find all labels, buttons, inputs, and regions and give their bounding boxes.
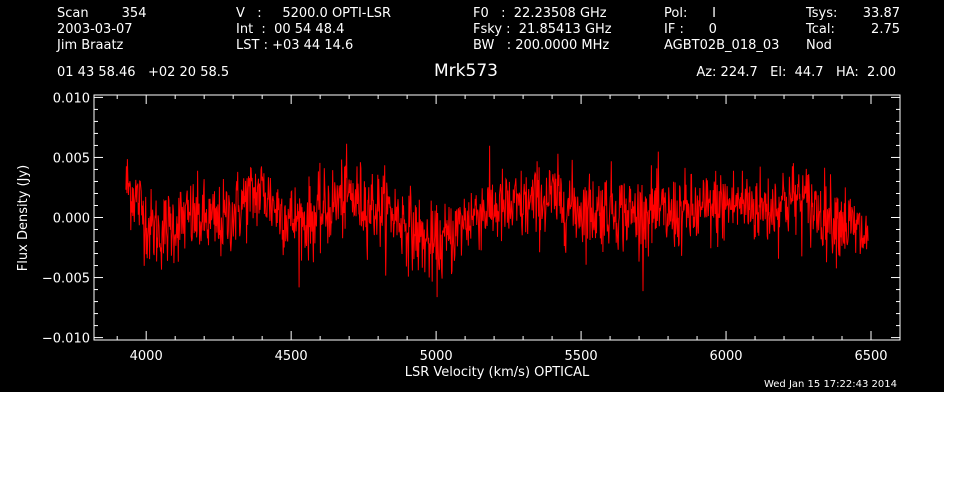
sky-freq-label: Fsky : 21.85413 GHz <box>473 22 612 37</box>
coordinates-label: 01 43 58.46 +02 20 58.5 <box>57 65 230 80</box>
timestamp-label: Wed Jan 15 17:22:43 2014 <box>763 379 897 390</box>
polarization-label: Pol: I <box>664 6 716 21</box>
tcal-label: Tcal: <box>806 22 835 37</box>
x-axis-title: LSR Velocity (km/s) OPTICAL <box>405 365 590 380</box>
y-tick-label: 0.010 <box>53 91 90 106</box>
nod-label: Nod <box>806 38 832 53</box>
date-label: 2003-03-07 <box>57 22 133 37</box>
x-tick-label: 5000 <box>420 349 453 364</box>
int-time-label: Int : 00 54 48.4 <box>236 22 345 37</box>
x-tick-label: 6500 <box>854 349 887 364</box>
y-tick-label: 0.000 <box>53 212 90 227</box>
source-title: Mrk573 <box>434 61 498 81</box>
plot-panel: Scan 354 2003-03-07 Jim Braatz V : 5200.… <box>0 0 944 392</box>
if-label: IF : 0 <box>664 22 717 37</box>
lst-label: LST : +03 44 14.6 <box>236 38 354 53</box>
y-tick-label: −0.005 <box>42 272 90 287</box>
y-tick-label: 0.005 <box>53 151 90 166</box>
tsys-value: 33.87 <box>862 6 900 21</box>
x-tick-label: 4500 <box>275 349 308 364</box>
rest-freq-label: F0 : 22.23508 GHz <box>473 6 607 21</box>
project-label: AGBT02B_018_03 <box>664 38 780 53</box>
tsys-label: Tsys: <box>806 6 838 21</box>
tcal-value: 2.75 <box>871 22 900 37</box>
x-tick-label: 6000 <box>709 349 742 364</box>
bandwidth-label: BW : 200.0000 MHz <box>473 38 610 53</box>
scan-label: Scan 354 <box>57 6 147 21</box>
spectrum-trace <box>125 143 869 298</box>
observer-label: Jim Braatz <box>57 38 124 53</box>
spectrum-chart: 4000 4500 5000 5500 6000 6500 −0.010 −0.005 0.0… <box>16 91 901 380</box>
x-tick-label: 4000 <box>130 349 163 364</box>
x-tick-label: 5500 <box>565 349 598 364</box>
y-axis-title: Flux Density (Jy) <box>16 165 31 271</box>
az-el-ha-label: Az: 224.7 El: 44.7 HA: 2.00 <box>696 65 896 80</box>
y-tick-label: −0.010 <box>42 332 90 347</box>
velocity-label: V : 5200.0 OPTI-LSR <box>236 6 392 21</box>
